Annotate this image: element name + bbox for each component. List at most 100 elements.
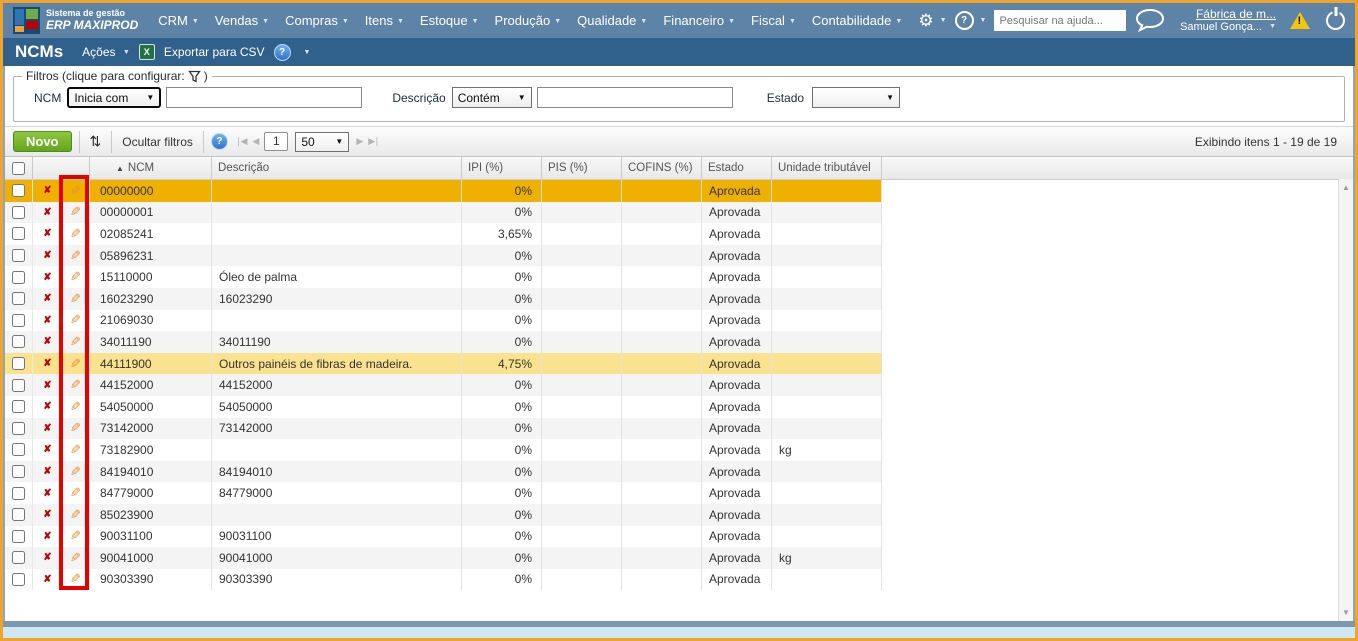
export-csv-button[interactable]: Exportar para CSV [163,45,265,59]
chevron-down-icon[interactable]: ▼ [303,48,311,56]
delete-x-icon[interactable]: ✘ [43,422,52,434]
edit-pencil-icon[interactable]: ✎ [62,482,90,504]
delete-x-icon[interactable]: ✘ [43,314,52,326]
table-row[interactable]: ✘ ✎ 84194010 84194010 0% Aprovada [5,460,882,483]
chat-bubble-icon[interactable] [1134,7,1166,33]
edit-pencil-icon[interactable]: ✎ [62,460,90,483]
row-checkbox[interactable] [12,227,25,241]
edit-pencil-icon[interactable]: ✎ [62,201,90,224]
menu-item-itens[interactable]: Itens ▼ [365,13,404,28]
table-row[interactable]: ✘ ✎ 00000001 0% Aprovada [5,201,882,224]
warning-icon[interactable] [1290,11,1310,29]
menu-item-fiscal[interactable]: Fiscal ▼ [751,13,796,28]
edit-pencil-icon[interactable]: ✎ [62,525,90,548]
column-header-ipi[interactable]: IPI (%) [462,157,542,179]
delete-x-icon[interactable]: ✘ [43,358,52,370]
table-row[interactable]: ✘ ✎ 90041000 90041000 0% Aprovada kg [5,547,882,569]
row-checkbox[interactable] [12,270,25,284]
row-checkbox[interactable] [12,313,25,327]
row-checkbox[interactable] [12,572,25,586]
page-size-select[interactable]: 50 ▼ [295,131,350,152]
table-row[interactable]: ✘ ✎ 84779000 84779000 0% Aprovada [5,482,882,504]
chevron-down-icon[interactable]: ▼ [939,17,947,24]
first-page-icon[interactable]: ❘◀ [234,136,248,146]
edit-pencil-icon[interactable]: ✎ [62,287,90,310]
row-checkbox[interactable] [12,205,25,219]
company-link[interactable]: Fábrica de m... [1195,6,1276,21]
row-checkbox[interactable] [12,357,25,371]
select-all-checkbox[interactable] [12,161,25,175]
vertical-scrollbar[interactable]: ▲ ▼ [1338,179,1353,621]
scroll-up-icon[interactable]: ▲ [1342,183,1350,192]
table-row[interactable]: ✘ ✎ 90303390 90303390 0% Aprovada [5,568,882,591]
row-checkbox[interactable] [12,249,25,263]
delete-x-icon[interactable]: ✘ [43,466,52,478]
edit-pencil-icon[interactable]: ✎ [62,417,90,440]
estado-filter-select[interactable]: ▼ [812,87,901,108]
delete-x-icon[interactable]: ✘ [43,336,52,348]
delete-x-icon[interactable]: ✘ [43,573,52,585]
edit-pencil-icon[interactable]: ✎ [62,503,90,526]
row-checkbox[interactable] [12,184,25,198]
row-checkbox[interactable] [12,486,25,500]
row-checkbox[interactable] [12,378,25,392]
table-row[interactable]: ✘ ✎ 21069030 0% Aprovada [5,309,882,332]
descricao-filter-input[interactable] [536,87,733,108]
scroll-down-icon[interactable]: ▼ [1342,608,1350,617]
delete-x-icon[interactable]: ✘ [43,530,52,542]
menu-item-contabilidade[interactable]: Contabilidade ▼ [812,13,902,28]
edit-pencil-icon[interactable]: ✎ [62,439,90,461]
row-checkbox[interactable] [12,443,25,457]
delete-x-icon[interactable]: ✘ [43,250,52,262]
row-checkbox[interactable] [12,292,25,306]
row-checkbox[interactable] [12,400,25,414]
row-checkbox[interactable] [12,335,25,349]
edit-pencil-icon[interactable]: ✎ [62,352,90,375]
delete-x-icon[interactable]: ✘ [43,444,52,456]
row-checkbox[interactable] [12,508,25,522]
prev-page-icon[interactable]: ◀ [252,136,259,146]
ncm-operator-select[interactable]: Inicia com ▼ [67,87,162,108]
chevron-down-icon[interactable]: ▼ [979,17,987,24]
funnel-icon[interactable] [187,70,201,83]
edit-pencil-icon[interactable]: ✎ [62,395,90,418]
hide-filters-button[interactable]: Ocultar filtros [122,134,193,149]
edit-pencil-icon[interactable]: ✎ [62,547,90,569]
delete-x-icon[interactable]: ✘ [43,293,52,305]
delete-x-icon[interactable]: ✘ [43,206,52,218]
edit-pencil-icon[interactable]: ✎ [62,309,90,332]
delete-x-icon[interactable]: ✘ [43,379,52,391]
row-checkbox[interactable] [12,421,25,435]
column-header-ncm[interactable]: ▲ NCM [90,157,212,179]
edit-pencil-icon[interactable]: ✎ [62,244,90,267]
menu-item-estoque[interactable]: Estoque ▼ [420,13,479,28]
edit-pencil-icon[interactable]: ✎ [62,223,90,245]
column-header-pis[interactable]: PIS (%) [542,157,622,179]
table-row[interactable]: ✘ ✎ 15110000 Óleo de palma 0% Aprovada [5,266,882,288]
edit-pencil-icon[interactable]: ✎ [62,568,90,591]
delete-x-icon[interactable]: ✘ [43,552,52,564]
help-icon[interactable]: ? [210,133,228,150]
new-button[interactable]: Novo [13,131,72,152]
delete-x-icon[interactable]: ✘ [43,228,52,240]
menu-item-vendas[interactable]: Vendas ▼ [215,13,269,28]
table-row[interactable]: ✘ ✎ 34011190 34011190 0% Aprovada [5,331,882,353]
descricao-operator-select[interactable]: Contém ▼ [451,87,532,108]
ncm-filter-input[interactable] [166,87,363,108]
refresh-icon[interactable]: ⇅ [89,133,102,149]
next-page-icon[interactable]: ▶ [356,136,363,146]
delete-x-icon[interactable]: ✘ [43,509,52,521]
help-icon[interactable]: ? [273,43,291,61]
table-row[interactable]: ✘ ✎ 54050000 54050000 0% Aprovada [5,395,882,418]
edit-pencil-icon[interactable]: ✎ [62,331,90,353]
row-checkbox[interactable] [12,465,25,479]
table-row[interactable]: ✘ ✎ 02085241 3,65% Aprovada [5,223,882,245]
column-header-unidade[interactable]: Unidade tributável [772,157,882,179]
delete-x-icon[interactable]: ✘ [43,185,52,197]
page-number-box[interactable]: 1 [264,132,289,151]
table-row[interactable]: ✘ ✎ 00000000 0% Aprovada [5,180,882,202]
delete-x-icon[interactable]: ✘ [43,271,52,283]
edit-pencil-icon[interactable]: ✎ [62,266,90,288]
column-header-descricao[interactable]: Descrição [212,157,462,179]
menu-item-crm[interactable]: CRM ▼ [158,13,199,28]
